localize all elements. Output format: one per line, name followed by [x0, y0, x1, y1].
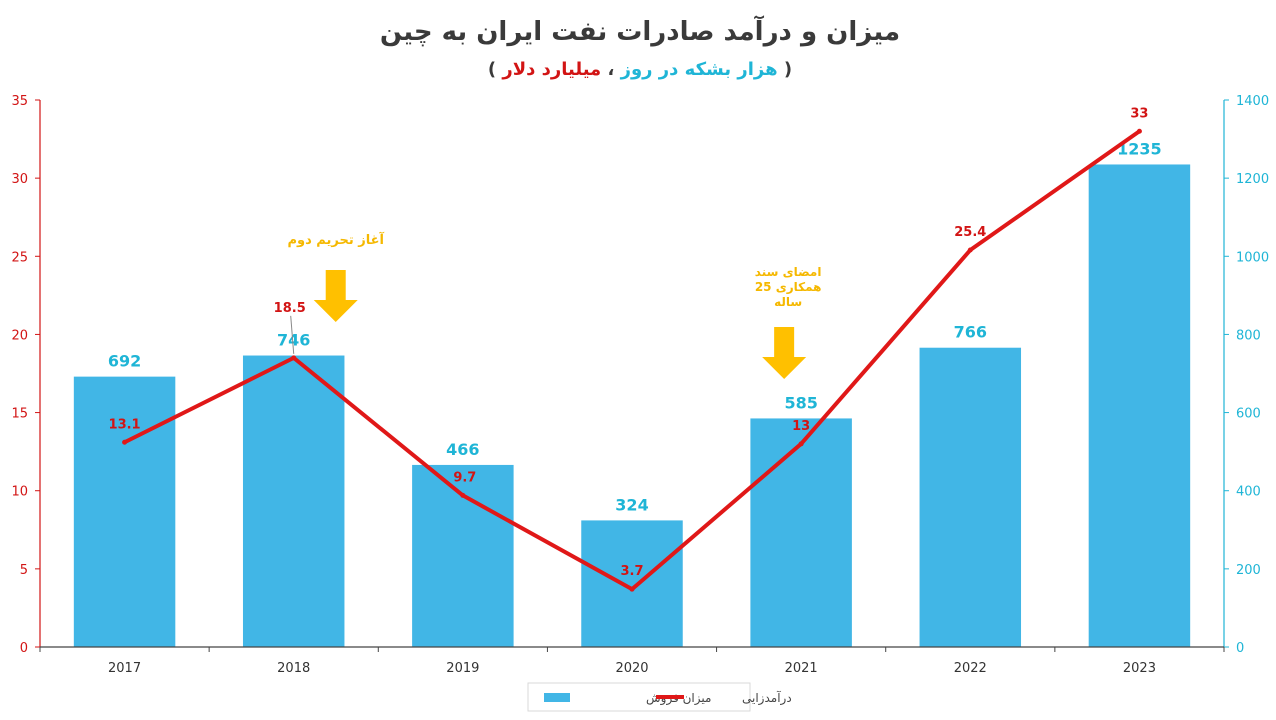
- x-tick-label: 2020: [615, 661, 648, 676]
- legend-label-line: درآمدزایی: [742, 690, 792, 706]
- annotation-text-line: امضای سند: [755, 265, 822, 279]
- y-right-tick-label: 1000: [1236, 250, 1269, 265]
- y-left-tick-label: 10: [11, 485, 28, 500]
- x-tick-label: 2018: [277, 661, 310, 676]
- y-left-tick-label: 25: [11, 250, 28, 265]
- legend-box: [527, 682, 751, 712]
- annotation-text-line: ساله: [774, 295, 802, 309]
- annotation-text: آغاز تحریم دوم: [287, 231, 384, 248]
- line-label: 9.7: [453, 470, 476, 485]
- legend-swatch-bar: [544, 693, 570, 702]
- subtitle-part1: هزار بشکه در روز: [620, 59, 778, 80]
- line-label: 3.7: [620, 564, 643, 579]
- bar-label: 466: [446, 440, 479, 459]
- line-point: [291, 355, 297, 361]
- subtitle-part2: میلیارد دلار: [501, 59, 601, 80]
- line-label: 13: [792, 419, 810, 434]
- bar-label: 692: [108, 352, 141, 371]
- line-label: 25.4: [954, 225, 986, 240]
- bar-label: 324: [615, 495, 648, 514]
- chart-title: میزان و درآمد صادرات نفت ایران به چین: [380, 15, 900, 47]
- bar-label: 746: [277, 331, 310, 350]
- bar: [581, 520, 683, 647]
- x-tick-label: 2019: [446, 661, 479, 676]
- x-tick-label: 2022: [954, 661, 987, 676]
- subtitle-sep: ،: [601, 59, 614, 80]
- y-left-tick-label: 35: [11, 94, 28, 109]
- down-arrow-icon: [762, 327, 807, 379]
- y-left-tick-label: 15: [11, 407, 28, 422]
- y-right-tick-label: 400: [1236, 485, 1261, 500]
- subtitle-close: ): [488, 59, 496, 80]
- label-leader-line: [290, 315, 295, 354]
- line-label: 33: [1130, 106, 1148, 121]
- annotation-text-line: همکاری 25: [755, 280, 822, 294]
- y-right-tick-label: 600: [1236, 407, 1261, 422]
- y-left-tick-label: 20: [11, 328, 28, 343]
- line-point: [967, 247, 973, 253]
- bar: [242, 355, 345, 647]
- bar: [412, 464, 514, 647]
- y-right-tick-label: 200: [1236, 563, 1261, 578]
- line-label: 13.1: [109, 417, 141, 432]
- y-right-tick-label: 0: [1236, 641, 1244, 656]
- line-point: [122, 439, 128, 445]
- subtitle-open: (: [784, 59, 792, 80]
- line-point: [629, 586, 635, 592]
- x-tick-label: 2021: [785, 661, 818, 676]
- chart-subtitle: ( هزار بشکه در روز ، میلیارد دلار ): [488, 59, 792, 80]
- x-tick-label: 2023: [1123, 661, 1156, 676]
- line-point: [460, 492, 466, 498]
- line-point: [798, 441, 804, 447]
- bar-label: 1235: [1117, 139, 1162, 158]
- line-label: 18.5: [274, 301, 306, 316]
- y-right-tick-label: 800: [1236, 328, 1261, 343]
- bar: [919, 347, 1022, 647]
- bar-label: 585: [784, 393, 817, 412]
- y-right-tick-label: 1400: [1236, 94, 1269, 109]
- y-left-tick-label: 5: [20, 563, 28, 578]
- bar: [73, 376, 176, 647]
- down-arrow-icon: [313, 270, 358, 322]
- bar: [750, 418, 852, 647]
- line-point: [1136, 128, 1142, 134]
- y-left-tick-label: 30: [11, 172, 28, 187]
- bar-label: 766: [954, 323, 987, 342]
- plot-area: 0 5 10 15 20 25 30 35 0 200 400 600 800 1000 1200 1400 2…: [11, 94, 1269, 712]
- y-left-tick-label: 0: [20, 641, 28, 656]
- bar: [1088, 164, 1191, 648]
- y-right-tick-label: 1200: [1236, 172, 1269, 187]
- x-tick-label: 2017: [108, 661, 141, 676]
